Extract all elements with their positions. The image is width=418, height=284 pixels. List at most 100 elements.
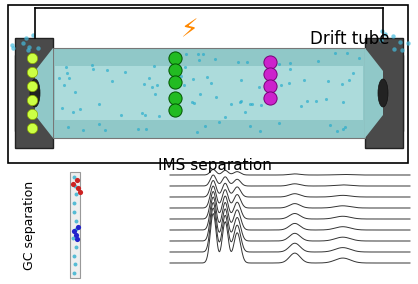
Text: ⚡: ⚡ xyxy=(181,18,199,42)
Point xyxy=(276,121,283,125)
Point xyxy=(73,227,79,232)
Point xyxy=(189,76,196,81)
Point xyxy=(191,101,198,105)
Point xyxy=(197,92,204,96)
Point xyxy=(178,74,184,78)
Point xyxy=(405,41,411,46)
Point xyxy=(172,68,178,72)
Point xyxy=(334,128,341,133)
Point xyxy=(267,66,273,71)
Point xyxy=(242,110,248,115)
Point xyxy=(71,271,77,275)
Point xyxy=(30,33,37,37)
Point xyxy=(234,60,241,64)
Point xyxy=(151,64,158,68)
Point xyxy=(143,127,149,131)
Point xyxy=(195,57,202,62)
Point xyxy=(73,218,79,223)
Bar xyxy=(70,172,80,278)
Polygon shape xyxy=(35,48,53,138)
Point xyxy=(212,56,219,61)
Point xyxy=(10,46,17,50)
Point xyxy=(255,84,262,89)
Point xyxy=(327,123,334,127)
Point xyxy=(194,130,201,134)
Point xyxy=(75,186,82,190)
Point xyxy=(379,28,385,33)
Point xyxy=(189,100,195,105)
Point xyxy=(201,124,208,128)
Point xyxy=(96,102,103,107)
Point xyxy=(8,43,15,48)
Point xyxy=(390,34,397,38)
Point xyxy=(243,59,250,64)
Point xyxy=(227,102,234,107)
Ellipse shape xyxy=(378,79,388,107)
Point xyxy=(148,84,155,89)
Point xyxy=(339,82,346,87)
Point xyxy=(172,80,178,84)
Point xyxy=(267,96,273,100)
Point xyxy=(323,97,330,101)
Point xyxy=(101,127,108,132)
Point xyxy=(29,84,36,88)
Point xyxy=(70,253,77,258)
Text: GC separation: GC separation xyxy=(23,180,36,270)
Point xyxy=(152,92,159,97)
Point xyxy=(176,103,182,108)
Bar xyxy=(15,55,403,131)
Point xyxy=(355,56,362,61)
Point xyxy=(286,61,293,65)
Point xyxy=(325,78,331,83)
Point xyxy=(71,229,78,233)
Point xyxy=(59,106,66,110)
Point xyxy=(71,201,78,205)
Point xyxy=(238,98,245,103)
Point xyxy=(312,99,319,103)
Point xyxy=(276,62,283,66)
Point xyxy=(145,76,152,81)
Point xyxy=(77,107,84,112)
Point xyxy=(257,128,264,133)
Point xyxy=(345,78,352,82)
Point xyxy=(134,126,141,131)
Point xyxy=(285,81,292,85)
Point xyxy=(156,114,163,118)
Bar xyxy=(8,5,408,163)
Point xyxy=(65,124,71,129)
Point xyxy=(61,83,68,87)
Point xyxy=(344,51,350,56)
Point xyxy=(315,59,322,63)
Bar xyxy=(15,38,53,148)
Point xyxy=(72,233,79,237)
Point xyxy=(237,78,244,83)
Point xyxy=(29,126,36,130)
Point xyxy=(267,60,273,64)
Point xyxy=(138,110,145,115)
Point xyxy=(398,47,405,52)
Point xyxy=(340,127,347,131)
Point xyxy=(80,128,87,133)
Point xyxy=(71,90,78,95)
Point xyxy=(72,183,79,188)
Bar xyxy=(365,38,403,148)
Point xyxy=(71,210,77,214)
Point xyxy=(76,190,83,194)
Point xyxy=(95,122,102,126)
Point xyxy=(70,236,76,240)
Point xyxy=(26,44,33,49)
Point xyxy=(71,175,78,179)
Point xyxy=(248,102,255,106)
Point xyxy=(72,192,79,197)
Point xyxy=(332,51,339,56)
Ellipse shape xyxy=(30,79,40,107)
Point xyxy=(340,100,347,104)
Point xyxy=(70,182,77,186)
Point xyxy=(72,262,79,267)
Point xyxy=(69,110,76,115)
Point xyxy=(200,52,206,56)
Point xyxy=(121,70,128,75)
Point xyxy=(267,72,273,76)
Point xyxy=(222,115,228,119)
Point xyxy=(74,178,81,182)
